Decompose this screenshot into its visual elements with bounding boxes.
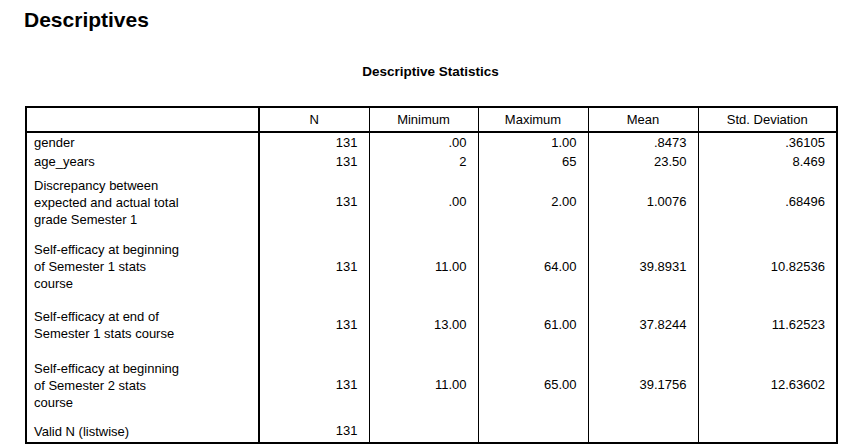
cell-value [698,420,837,443]
cell-value: 11.00 [369,233,478,300]
cell-value: 65.00 [478,350,588,420]
row-label: Self-efficacy at end of Semester 1 stats… [26,300,259,350]
descriptive-statistics-table: NMinimumMaximumMeanStd. Deviation gender… [25,106,838,444]
cell-value: 39.8931 [588,233,698,300]
cell-value: 131 [259,300,369,350]
row-label-header [26,107,259,132]
column-header: Maximum [478,107,588,132]
column-header: Mean [588,107,698,132]
table-body: gender131.001.00.8473.36105age_years1312… [26,132,837,443]
cell-value: .68496 [698,171,837,233]
cell-value: 65 [478,152,588,171]
row-label: gender [26,132,259,152]
cell-value: 131 [259,420,369,443]
row-label: age_years [26,152,259,171]
cell-value: 131 [259,233,369,300]
row-label: Self-efficacy at beginning of Semester 2… [26,350,259,420]
cell-value: 131 [259,132,369,152]
row-label-text: Discrepancy between expected and actual … [34,177,184,228]
cell-value: 2 [369,152,478,171]
row-label-text: Self-efficacy at beginning of Semester 2… [34,360,184,411]
row-label-text: Self-efficacy at beginning of Semester 1… [34,241,184,292]
table-row: Valid N (listwise) 131 [26,420,837,443]
cell-value [588,420,698,443]
row-label-text: Valid N (listwise) [34,423,129,440]
row-label: Self-efficacy at beginning of Semester 1… [26,233,259,300]
section-heading: Descriptives [24,8,149,32]
table-row: age_years 13126523.508.469 [26,152,837,171]
cell-value: 13.00 [369,300,478,350]
cell-value [478,420,588,443]
column-header: Std. Deviation [698,107,837,132]
column-header: Minimum [369,107,478,132]
cell-value: .00 [369,171,478,233]
row-label-text: Self-efficacy at end of Semester 1 stats… [34,308,184,342]
cell-value: 64.00 [478,233,588,300]
cell-value: 23.50 [588,152,698,171]
cell-value: 10.82536 [698,233,837,300]
table-row: Self-efficacy at end of Semester 1 stats… [26,300,837,350]
cell-value: 131 [259,152,369,171]
cell-value: 1.0076 [588,171,698,233]
row-label: Discrepancy between expected and actual … [26,171,259,233]
row-label: Valid N (listwise) [26,420,259,443]
cell-value: 1.00 [478,132,588,152]
cell-value: 37.8244 [588,300,698,350]
cell-value: .8473 [588,132,698,152]
descriptives-table-container: Descriptive Statistics NMinimumMaximumMe… [25,64,836,444]
table-title: Descriptive Statistics [25,64,836,79]
cell-value: .36105 [698,132,837,152]
table-row: Self-efficacy at beginning of Semester 2… [26,350,837,420]
cell-value: 8.469 [698,152,837,171]
row-label-text: age_years [34,153,95,170]
cell-value: 61.00 [478,300,588,350]
cell-value: 131 [259,171,369,233]
cell-value: .00 [369,132,478,152]
spss-output-page: Descriptives Descriptive Statistics NMin… [0,0,845,446]
cell-value: 11.00 [369,350,478,420]
table-header: NMinimumMaximumMeanStd. Deviation [26,107,837,132]
cell-value: 39.1756 [588,350,698,420]
cell-value: 12.63602 [698,350,837,420]
cell-value: 131 [259,350,369,420]
table-row: Self-efficacy at beginning of Semester 1… [26,233,837,300]
row-label-text: gender [34,134,74,151]
cell-value: 2.00 [478,171,588,233]
table-row: gender 131.001.00.8473.36105 [26,132,837,152]
table-row: Discrepancy between expected and actual … [26,171,837,233]
cell-value: 11.62523 [698,300,837,350]
header-row: NMinimumMaximumMeanStd. Deviation [26,107,837,132]
cell-value [369,420,478,443]
column-header: N [259,107,369,132]
